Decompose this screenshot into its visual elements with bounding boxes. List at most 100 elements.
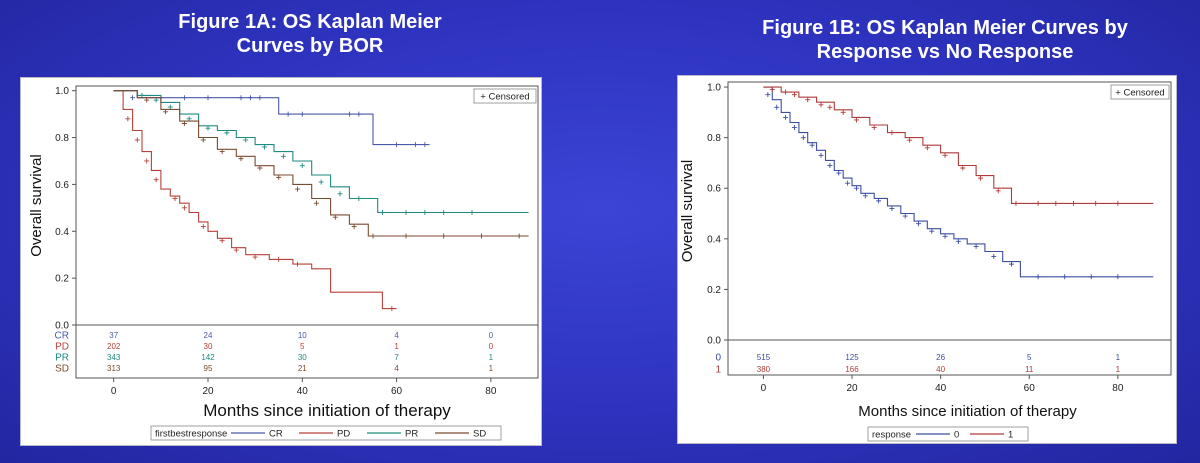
censor-mark-pr xyxy=(167,104,173,110)
censor-mark-cr xyxy=(247,95,253,101)
censor-mark-1 xyxy=(907,137,913,143)
risk-table-frame xyxy=(727,339,1172,376)
x-tick-label: 20 xyxy=(202,386,214,397)
censor-mark-pr xyxy=(441,210,447,216)
censored-legend-box xyxy=(1110,84,1170,100)
x-tick-label: 60 xyxy=(1024,383,1036,394)
censor-mark-sd xyxy=(370,233,376,239)
censor-mark-0 xyxy=(853,185,859,191)
censor-mark-pd xyxy=(172,195,178,201)
figure-1a-title: Figure 1A: OS Kaplan Meier Curves by BOR xyxy=(100,10,520,58)
censor-mark-sd xyxy=(295,186,301,192)
censor-mark-pd xyxy=(181,205,187,211)
risk-count: 0 xyxy=(489,342,494,351)
censor-mark-0 xyxy=(1115,274,1121,280)
censor-mark-0 xyxy=(1009,261,1015,267)
censor-mark-sd xyxy=(403,233,409,239)
x-tick-label: 40 xyxy=(935,383,947,394)
censor-mark-cr xyxy=(299,111,305,117)
series-legend-label: 0 xyxy=(954,430,959,441)
y-tick-label: 0.2 xyxy=(707,285,721,296)
censor-mark-pr xyxy=(153,97,159,103)
censor-mark-sd xyxy=(181,120,187,126)
censor-mark-pr xyxy=(280,153,286,159)
censor-mark-1 xyxy=(1053,200,1059,206)
x-tick-label: 80 xyxy=(485,386,497,397)
x-axis-label: Months since initiation of therapy xyxy=(858,403,1077,420)
censor-mark-pr xyxy=(337,191,343,197)
censor-mark-sd xyxy=(276,174,282,180)
risk-row-label: PR xyxy=(55,353,69,364)
censor-mark-0 xyxy=(915,221,921,227)
censor-mark-0 xyxy=(955,238,961,244)
censor-mark-sd xyxy=(441,233,447,239)
censor-mark-0 xyxy=(836,170,842,176)
risk-count: 10 xyxy=(298,331,307,340)
censor-mark-1 xyxy=(1013,200,1019,206)
censor-mark-sd xyxy=(516,233,522,239)
risk-count: 26 xyxy=(936,353,945,362)
censor-mark-0 xyxy=(942,233,948,239)
censor-mark-1 xyxy=(791,92,797,98)
y-tick-label: 1.0 xyxy=(55,86,69,97)
censor-mark-sd xyxy=(351,224,357,230)
x-tick-label: 0 xyxy=(111,386,117,397)
censor-mark-sd xyxy=(478,233,484,239)
risk-count: 5 xyxy=(1027,353,1032,362)
risk-count: 21 xyxy=(298,364,307,373)
km-curve-pr xyxy=(113,90,529,214)
censor-mark-1 xyxy=(1093,200,1099,206)
censor-mark-pd xyxy=(125,116,131,122)
censor-mark-1 xyxy=(818,102,824,108)
censor-mark-0 xyxy=(1062,274,1068,280)
censor-mark-pr xyxy=(262,144,268,150)
risk-count: 30 xyxy=(204,342,213,351)
censor-mark-sd xyxy=(200,137,206,143)
plot-frame xyxy=(727,81,1172,341)
censor-mark-pr xyxy=(299,163,305,169)
risk-count: 142 xyxy=(201,353,215,362)
censor-mark-1 xyxy=(924,145,930,151)
censor-mark-1 xyxy=(805,97,811,103)
series-legend-title: response xyxy=(872,430,911,441)
y-tick-label: 0.6 xyxy=(707,184,721,195)
censor-mark-pd xyxy=(295,261,301,267)
risk-count: 202 xyxy=(107,342,121,351)
figure-1a-title-line2: Curves by BOR xyxy=(236,35,384,57)
y-tick-label: 0.4 xyxy=(707,234,721,245)
censor-mark-1 xyxy=(978,175,984,181)
censor-mark-pd xyxy=(233,247,239,253)
censor-mark-1 xyxy=(960,165,966,171)
censor-mark-0 xyxy=(818,152,824,158)
censor-mark-0 xyxy=(845,180,851,186)
risk-count: 1 xyxy=(1116,353,1121,362)
risk-count: 0 xyxy=(489,331,494,340)
censor-mark-sd xyxy=(313,200,319,206)
risk-count: 40 xyxy=(936,365,945,374)
risk-count: 30 xyxy=(298,353,307,362)
series-legend-label: PD xyxy=(337,429,350,440)
x-tick-label: 20 xyxy=(846,383,858,394)
y-tick-label: 0.0 xyxy=(707,336,721,347)
censor-mark-0 xyxy=(973,243,979,249)
censor-mark-pd xyxy=(219,238,225,244)
censor-mark-pr xyxy=(243,137,249,143)
figure-1a-title-line1: Figure 1A: OS Kaplan Meier xyxy=(178,11,442,33)
km-curve-0 xyxy=(763,86,1154,278)
censored-legend-label: + Censored xyxy=(480,92,529,103)
series-legend-label: CR xyxy=(269,429,283,440)
censor-mark-1 xyxy=(783,89,789,95)
censor-mark-1 xyxy=(889,130,895,136)
x-tick-label: 80 xyxy=(1112,383,1124,394)
km-curve-sd xyxy=(113,90,529,237)
risk-count: 4 xyxy=(394,364,399,373)
x-tick-label: 0 xyxy=(761,383,767,394)
series-legend-label: PR xyxy=(405,429,418,440)
censor-mark-pr xyxy=(139,92,145,98)
censor-mark-pr xyxy=(469,210,475,216)
risk-count: 7 xyxy=(394,353,399,362)
y-axis-label: Overall survival xyxy=(679,160,696,263)
censor-mark-0 xyxy=(800,135,806,141)
censor-mark-pr xyxy=(205,125,211,131)
censor-mark-pr xyxy=(318,179,324,185)
